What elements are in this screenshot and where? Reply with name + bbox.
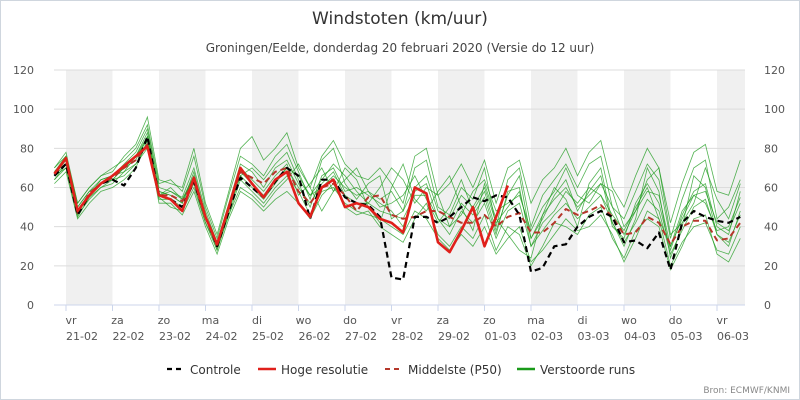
ensemble-member-line — [54, 123, 741, 240]
x-tick-day: wo — [621, 314, 637, 327]
x-tick-date: 29-02 — [438, 330, 470, 343]
legend-label: Verstoorde runs — [540, 363, 635, 377]
x-tick-date: 26-02 — [299, 330, 331, 343]
ensemble-member-line — [54, 127, 741, 248]
source-credit: Bron: ECMWF/KNMI — [703, 386, 790, 396]
y-tick-left: 60 — [20, 182, 34, 195]
x-tick-date: 23-02 — [159, 330, 191, 343]
y-tick-right: 120 — [764, 64, 785, 77]
x-tick-day: zo — [483, 314, 496, 327]
x-tick-date: 05-03 — [671, 330, 703, 343]
x-tick-date: 02-03 — [531, 330, 563, 343]
legend-item[interactable]: Hoge resolutie — [258, 363, 368, 377]
y-axis-right: 0 20 40 60 80 100 120 — [764, 64, 785, 312]
ensemble-member-line — [54, 139, 741, 248]
x-tick-date: 24-02 — [206, 330, 238, 343]
legend-label: Middelste (P50) — [408, 363, 502, 377]
y-tick-left: 40 — [20, 221, 34, 234]
legend-label: Hoge resolutie — [281, 363, 368, 377]
x-tick-date: 22-02 — [113, 330, 145, 343]
y-tick-right: 40 — [764, 221, 778, 234]
legend-item[interactable]: Verstoorde runs — [517, 363, 635, 377]
x-tick-day: do — [669, 314, 683, 327]
y-axis-left: 0 20 40 60 80 100 120 — [13, 64, 34, 312]
x-tick-day: vr — [391, 314, 403, 327]
ensemble-member-line — [54, 135, 741, 252]
chart-subtitle: Groningen/Eelde, donderdag 20 februari 2… — [206, 41, 595, 55]
x-tick-date: 28-02 — [392, 330, 424, 343]
x-tick-day: ma — [202, 314, 219, 327]
x-tick-date: 27-02 — [345, 330, 377, 343]
x-tick-day: di — [252, 314, 262, 327]
x-tick-day: za — [111, 314, 124, 327]
ensemble-member-line — [54, 147, 741, 260]
x-tick-date: 06-03 — [717, 330, 749, 343]
y-tick-left: 80 — [20, 142, 34, 155]
gridlines — [54, 69, 745, 306]
legend-item[interactable]: Middelste (P50) — [385, 363, 502, 377]
y-tick-right: 20 — [764, 260, 778, 273]
y-tick-right: 80 — [764, 142, 778, 155]
x-tick-day: vr — [716, 314, 728, 327]
legend: Controle Hoge resolutie Middelste (P50) Ver… — [167, 363, 635, 377]
x-tick-date: 04-03 — [624, 330, 656, 343]
y-tick-left: 0 — [27, 299, 34, 312]
series-line-hoge-resolutie — [53, 145, 510, 254]
legend-item[interactable]: Controle — [167, 363, 241, 377]
x-tick-day: vr — [65, 314, 77, 327]
x-tick-day: za — [437, 314, 450, 327]
x-tick-day: di — [577, 314, 587, 327]
y-tick-left: 100 — [13, 103, 34, 116]
x-tick-day: wo — [296, 314, 312, 327]
y-tick-right: 0 — [764, 299, 771, 312]
x-tick-date: 01-03 — [485, 330, 517, 343]
series-line-middelste-p50 — [53, 143, 742, 248]
y-tick-right: 100 — [764, 103, 785, 116]
series-line-controle — [53, 135, 741, 281]
x-tick-day: zo — [158, 314, 171, 327]
y-tick-left: 20 — [20, 260, 34, 273]
x-tick-date: 25-02 — [252, 330, 284, 343]
chart-title: Windstoten (km/uur) — [312, 9, 488, 29]
y-tick-left: 120 — [13, 64, 34, 77]
x-tick-date: 03-03 — [578, 330, 610, 343]
x-tick-day: ma — [527, 314, 544, 327]
y-tick-right: 60 — [764, 182, 778, 195]
x-tick-date: 21-02 — [66, 330, 98, 343]
x-axis: vr 21-02 za 22-02 zo 23-02 ma 24-02 di 25-02 wo 26-… — [65, 305, 749, 343]
main-lines — [53, 135, 742, 281]
x-tick-day: do — [343, 314, 357, 327]
ensemble-member-line — [54, 139, 741, 271]
ensemble-member-line — [54, 115, 741, 236]
legend-label: Controle — [190, 363, 241, 377]
